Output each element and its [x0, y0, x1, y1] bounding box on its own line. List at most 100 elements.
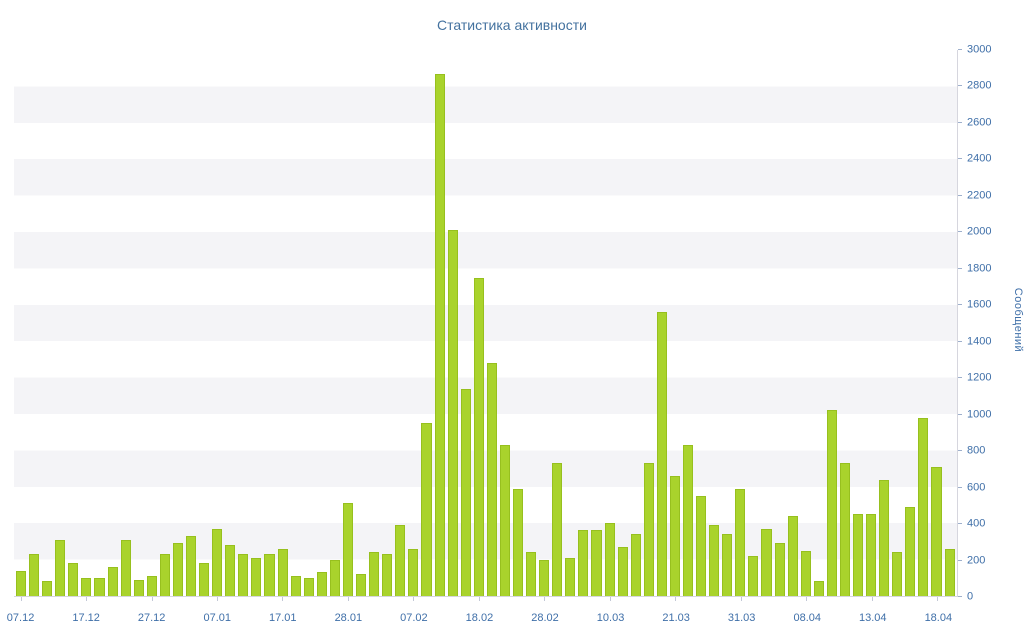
x-tick-mark	[478, 597, 480, 601]
bar[interactable]	[159, 554, 170, 596]
bar[interactable]	[761, 528, 772, 596]
bar[interactable]	[931, 466, 942, 596]
x-tick-mark	[86, 597, 88, 601]
bar[interactable]	[774, 543, 785, 596]
y-tick-mark	[958, 377, 962, 379]
y-tick-mark	[958, 85, 962, 87]
bars	[14, 50, 957, 596]
bar[interactable]	[944, 548, 955, 596]
bar[interactable]	[277, 548, 288, 596]
bar[interactable]	[879, 479, 890, 596]
y-tick-label: 1000	[967, 408, 992, 421]
bar[interactable]	[630, 534, 641, 596]
bar[interactable]	[604, 523, 615, 596]
bar[interactable]	[81, 577, 92, 596]
bar[interactable]	[16, 570, 27, 596]
bar[interactable]	[146, 575, 157, 596]
bar[interactable]	[356, 574, 367, 596]
bar[interactable]	[29, 554, 40, 596]
bar[interactable]	[591, 530, 602, 596]
y-tick-label: 2600	[967, 116, 992, 129]
bar[interactable]	[892, 552, 903, 596]
bar[interactable]	[826, 410, 837, 596]
bar[interactable]	[212, 528, 223, 596]
bar[interactable]	[748, 555, 759, 596]
bar[interactable]	[499, 444, 510, 596]
bar[interactable]	[486, 363, 497, 596]
bar[interactable]	[905, 506, 916, 596]
bar[interactable]	[172, 543, 184, 596]
bar[interactable]	[735, 488, 746, 596]
bar[interactable]	[853, 514, 864, 596]
bar[interactable]	[251, 557, 262, 596]
chart-title: Статистика активности	[437, 17, 587, 33]
y-tick-mark	[958, 49, 962, 50]
bar[interactable]	[839, 463, 850, 596]
x-tick-label: 17.12	[72, 612, 100, 624]
bar[interactable]	[342, 503, 354, 596]
bar[interactable]	[408, 548, 419, 596]
y-tick-mark	[958, 596, 962, 597]
x-tick-label: 08.04	[793, 612, 821, 624]
bar[interactable]	[421, 423, 432, 596]
bar[interactable]	[552, 463, 563, 596]
bar[interactable]	[682, 444, 694, 596]
bar[interactable]	[133, 579, 144, 596]
x-tick-label: 27.12	[137, 612, 166, 624]
y-tick-label: 1400	[967, 335, 992, 348]
bar[interactable]	[186, 535, 197, 596]
bar[interactable]	[473, 277, 484, 596]
bar[interactable]	[696, 495, 707, 596]
bar[interactable]	[460, 388, 471, 596]
bar[interactable]	[434, 73, 445, 596]
bar[interactable]	[225, 545, 236, 596]
y-tick-label: 2400	[967, 152, 992, 165]
bar[interactable]	[290, 575, 301, 596]
x-tick-mark	[544, 597, 546, 601]
bar[interactable]	[120, 539, 131, 596]
bar[interactable]	[264, 554, 275, 596]
bar[interactable]	[800, 550, 811, 596]
bar[interactable]	[447, 230, 458, 596]
x-tick-label: 28.01	[334, 612, 363, 624]
bar[interactable]	[643, 463, 654, 596]
bar[interactable]	[238, 554, 249, 596]
x-tick-mark	[20, 597, 22, 601]
bar[interactable]	[68, 563, 79, 596]
y-tick-label: 2200	[967, 189, 992, 202]
bar[interactable]	[395, 525, 406, 596]
bar[interactable]	[787, 515, 798, 596]
bar[interactable]	[303, 577, 314, 596]
bar[interactable]	[669, 475, 680, 596]
y-tick-label: 400	[967, 517, 986, 530]
y-tick-label: 1200	[967, 371, 992, 384]
bar[interactable]	[918, 417, 929, 596]
bar[interactable]	[565, 557, 576, 596]
y-tick-mark	[958, 559, 962, 561]
bar[interactable]	[382, 554, 393, 596]
bar[interactable]	[94, 577, 105, 596]
y-tick-label: 1800	[967, 262, 992, 275]
bar[interactable]	[369, 552, 380, 596]
bar[interactable]	[617, 546, 628, 596]
bar[interactable]	[656, 312, 667, 596]
bar[interactable]	[578, 530, 589, 596]
bar[interactable]	[539, 559, 550, 596]
bar[interactable]	[526, 552, 537, 596]
x-tick-mark	[217, 597, 218, 601]
x-tick-label: 21.03	[662, 612, 690, 624]
bar[interactable]	[866, 514, 877, 596]
x-tick-mark	[871, 597, 873, 601]
bar[interactable]	[813, 581, 824, 596]
y-tick-mark	[958, 450, 962, 452]
bar[interactable]	[107, 566, 118, 596]
bar[interactable]	[722, 534, 733, 596]
bar[interactable]	[42, 581, 53, 596]
x-tick-label: 17.01	[269, 612, 297, 624]
bar[interactable]	[329, 559, 340, 596]
bar[interactable]	[55, 539, 66, 596]
bar[interactable]	[199, 563, 210, 596]
bar[interactable]	[709, 525, 720, 596]
bar[interactable]	[512, 488, 524, 596]
bar[interactable]	[316, 572, 327, 596]
